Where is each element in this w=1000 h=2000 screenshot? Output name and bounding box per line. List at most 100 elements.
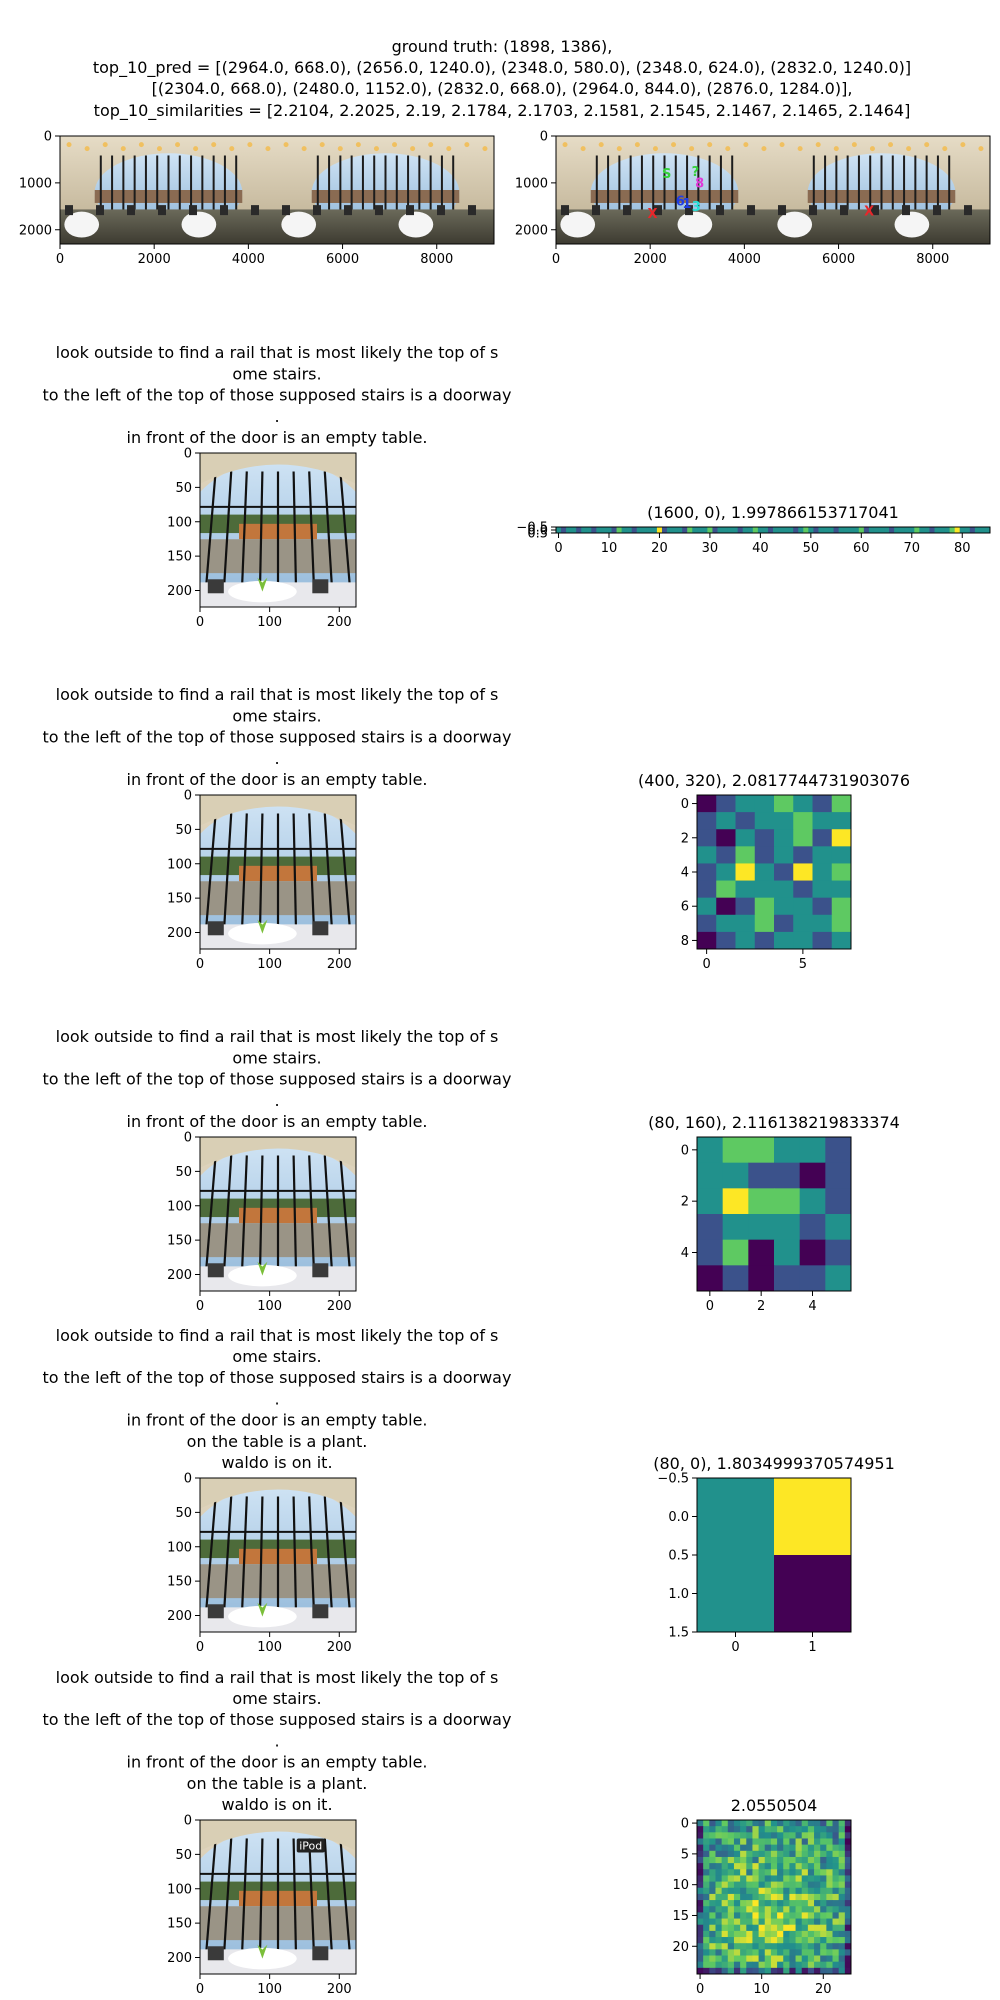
heat-2-cells bbox=[697, 795, 852, 950]
heatmap-cell bbox=[814, 1930, 821, 1938]
heatmap-cell bbox=[789, 1887, 797, 1895]
crop-5-overlay-text: iPod bbox=[299, 1839, 322, 1852]
heatmap-cell bbox=[758, 1826, 766, 1833]
heatmap-cell bbox=[697, 1555, 775, 1633]
crop-4-title-line: to the left of the top of those supposed… bbox=[43, 1368, 512, 1387]
heatmap-cell bbox=[831, 795, 852, 813]
heatmap-cell bbox=[783, 1924, 790, 1932]
heatmap-cell bbox=[733, 1856, 741, 1864]
heatmap-cell bbox=[795, 1863, 803, 1870]
header-line-4: top_10_similarities = [2.2104, 2.2025, 2… bbox=[94, 101, 911, 121]
heatmap-cell bbox=[826, 1869, 834, 1876]
heatmap-cell bbox=[807, 1924, 815, 1932]
heatmap-cell bbox=[777, 1881, 784, 1889]
heatmap-cell bbox=[777, 1967, 784, 1975]
header-line-1: ground truth: (1898, 1386), bbox=[392, 37, 613, 56]
heatmap-cell bbox=[715, 1820, 723, 1827]
heatmap-cell bbox=[873, 527, 880, 534]
heatmap-cell bbox=[703, 1844, 710, 1852]
heatmap-cell bbox=[697, 1893, 704, 1901]
heatmap-cell bbox=[853, 527, 860, 534]
crop-5-ytick-label: 200 bbox=[167, 1951, 192, 1966]
heatmap-cell bbox=[820, 1881, 827, 1889]
crop-5-ytick-label: 100 bbox=[167, 1882, 192, 1897]
heatmap-cell bbox=[838, 1875, 846, 1883]
heatmap-cell bbox=[838, 1832, 846, 1839]
crop-5-title-line: on the table is a plant. bbox=[187, 1774, 368, 1793]
heatmap-cell bbox=[774, 897, 794, 916]
heatmap-cell bbox=[770, 1955, 778, 1963]
heatmap-cell bbox=[807, 1875, 815, 1883]
heat-1-xtick-label: 50 bbox=[803, 541, 820, 556]
heatmap-cell bbox=[832, 1924, 840, 1932]
heatmap-cell bbox=[820, 1893, 827, 1901]
crop-3-ytick-label: 50 bbox=[175, 1165, 192, 1180]
heatmap-cell bbox=[733, 1826, 741, 1833]
heatmap-cell bbox=[774, 795, 794, 813]
heatmap-cell bbox=[746, 1906, 753, 1913]
heatmap-cell bbox=[697, 527, 703, 534]
heatmap-cell bbox=[795, 1943, 803, 1950]
heatmap-cell bbox=[799, 1214, 826, 1241]
heatmap-cell bbox=[795, 1875, 803, 1883]
heat-4-title: (80, 0), 1.8034999370574951 bbox=[653, 1454, 895, 1473]
crop-5-frame bbox=[199, 1819, 357, 1975]
heatmap-cell bbox=[764, 1826, 772, 1833]
heatmap-cell bbox=[795, 1844, 803, 1852]
heatmap-cell bbox=[774, 863, 794, 882]
heatmap-cell bbox=[697, 1912, 704, 1920]
heat-1-xtick-label: 70 bbox=[904, 541, 921, 556]
heatmap-cell bbox=[727, 1832, 735, 1839]
heatmap-cell bbox=[740, 1900, 747, 1907]
heatmap-cell bbox=[795, 1955, 803, 1963]
heatmap-cell bbox=[789, 1881, 797, 1889]
heatmap-cell bbox=[820, 1850, 827, 1858]
heatmap-cell bbox=[807, 1887, 815, 1895]
heatmap-cell bbox=[844, 1820, 852, 1827]
heatmap-cell bbox=[770, 1838, 778, 1846]
heatmap-cell bbox=[716, 880, 736, 899]
heatmap-cell bbox=[764, 1832, 772, 1839]
heatmap-cell bbox=[709, 1881, 716, 1889]
heatmap-cell bbox=[721, 1930, 729, 1938]
heatmap-cell bbox=[727, 1875, 735, 1883]
heatmap-cell bbox=[801, 1961, 809, 1969]
heatmap-cell bbox=[807, 1900, 815, 1907]
heatmap-cell bbox=[774, 846, 794, 864]
heatmap-cell bbox=[748, 1214, 775, 1241]
heat-4-ytick-label: −0.5 bbox=[657, 1472, 689, 1487]
crop-1-title: look outside to find a rail that is most… bbox=[43, 343, 512, 447]
heatmap-cell bbox=[715, 1937, 723, 1944]
heat-2-ytick-label: 6 bbox=[681, 900, 689, 915]
heatmap-cell bbox=[831, 846, 852, 864]
heatmap-cell bbox=[795, 1906, 803, 1913]
pano-right-ytick-label: 2000 bbox=[515, 223, 548, 238]
crop-1-xtick-label: 100 bbox=[257, 615, 282, 630]
crop-1-photo bbox=[200, 453, 356, 607]
heatmap-cell bbox=[807, 1881, 815, 1889]
heatmap-cell bbox=[727, 1893, 735, 1901]
heatmap-cell bbox=[826, 1967, 834, 1975]
heatmap-cell bbox=[801, 1832, 809, 1839]
heatmap-cell bbox=[778, 527, 784, 534]
heatmap-cell bbox=[812, 914, 833, 933]
heatmap-cell bbox=[949, 527, 956, 534]
heatmap-cell bbox=[758, 1820, 766, 1827]
heatmap-cell bbox=[697, 1967, 704, 1975]
heatmap-cell bbox=[732, 527, 739, 534]
heatmap-cell bbox=[735, 914, 756, 933]
heatmap-cell bbox=[777, 1826, 784, 1833]
heatmap-cell bbox=[801, 1955, 809, 1963]
crop-4-title: look outside to find a rail that is most… bbox=[43, 1326, 512, 1472]
heatmap-cell bbox=[727, 1955, 735, 1963]
heatmap-cell bbox=[748, 1162, 775, 1189]
crop-2-ytick-label: 0 bbox=[184, 789, 192, 804]
heatmap-cell bbox=[737, 527, 744, 534]
heatmap-cell bbox=[758, 1875, 766, 1883]
heatmap-cell bbox=[969, 527, 976, 534]
heatmap-cell bbox=[783, 1918, 790, 1926]
crop-5-photo bbox=[200, 1820, 356, 1974]
heatmap-cell bbox=[716, 829, 736, 847]
heatmap-cell bbox=[709, 1887, 716, 1895]
heatmap-cell bbox=[764, 1949, 772, 1957]
